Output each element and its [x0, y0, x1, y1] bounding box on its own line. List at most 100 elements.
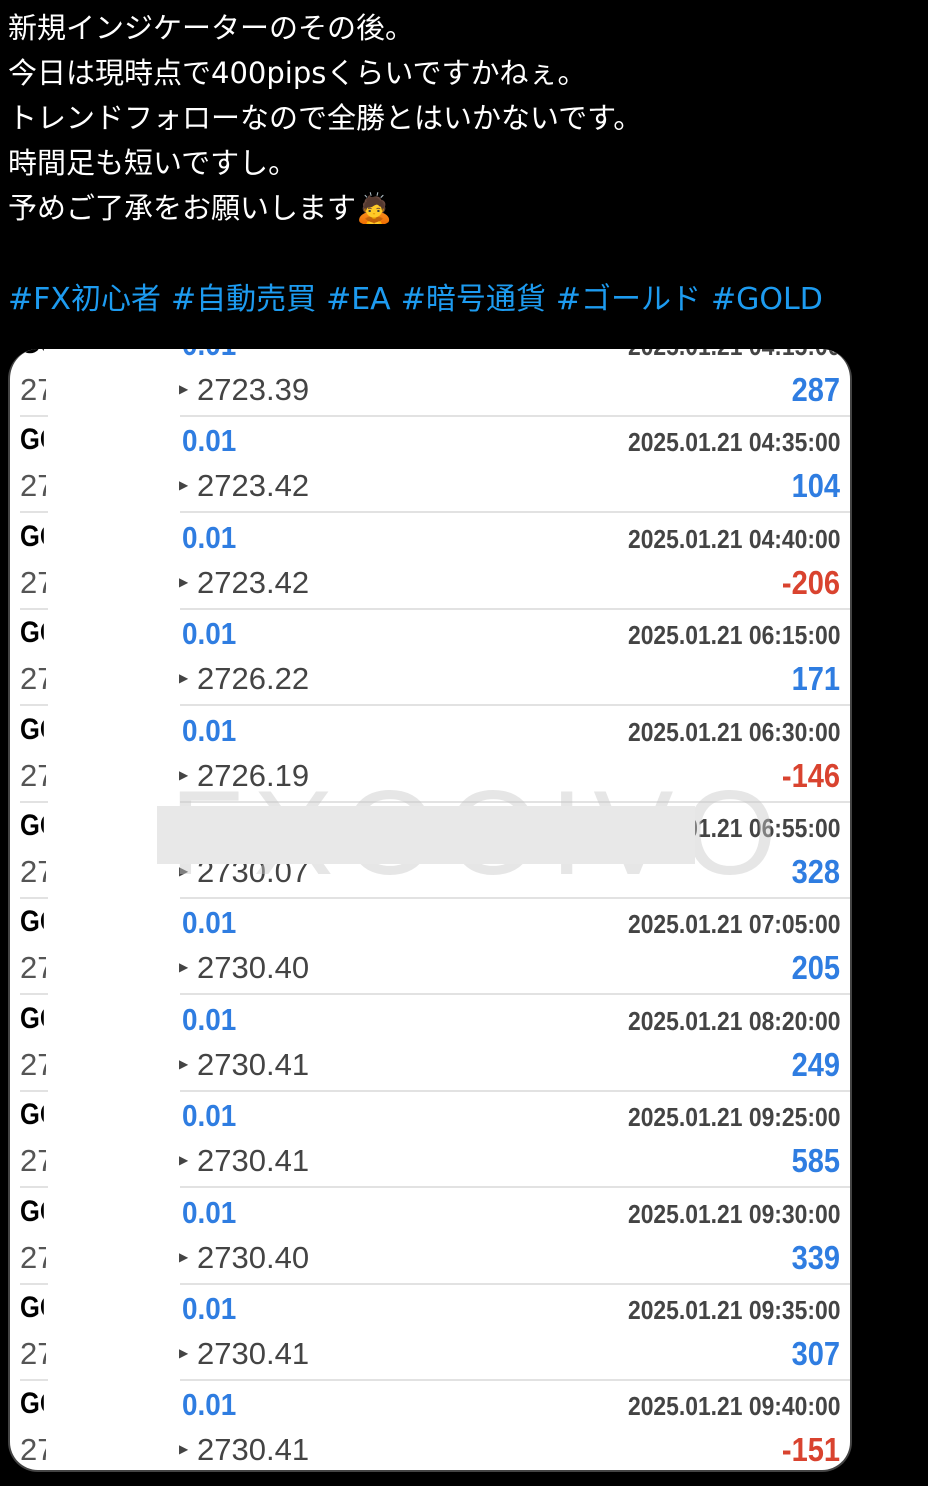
close-price: 2730.40 [197, 950, 310, 986]
trade-time: 2025.01.21 06:30:00 [627, 716, 840, 747]
trade-row[interactable]: GOLD 2723.42 0.01 ▶ 2723.42 2025.01.21 04:35:… [10, 417, 850, 514]
open-price-truncated: 2730.41 [20, 1336, 46, 1371]
symbol: GOLD [20, 905, 44, 939]
trade-time: 2025.01.21 09:35:00 [627, 1295, 840, 1325]
trade-time: 2025.01.21 04:35:00 [627, 427, 840, 458]
divider [20, 1186, 48, 1189]
close-price: 2730.41 [197, 1046, 310, 1082]
trade-time: 2025.01.21 09:30:00 [627, 1198, 840, 1229]
close-price: 2723.42 [197, 564, 310, 600]
lot-size: 0.01 [182, 349, 236, 363]
trade-row[interactable]: GOLD 2726.22 0.01 ▶ 2726.22 2025.01.21 06:15:… [10, 610, 850, 707]
post-line: 予めご了承をお願いします🙇 [8, 191, 393, 225]
divider [20, 1282, 48, 1285]
close-price: 2730.41 [197, 1336, 310, 1371]
hashtag-link[interactable]: #自動売買 [170, 282, 317, 317]
profit: 104 [791, 467, 840, 505]
arrow-right-icon: ▶ [179, 671, 189, 686]
close-price: 2730.41 [197, 1432, 310, 1468]
close-price: 2723.42 [197, 468, 310, 504]
trade-row[interactable]: GOLD 2723.42 0.01 ▶ 2723.42 2025.01.21 04:40:… [10, 514, 850, 610]
lot-size: 0.01 [182, 1291, 237, 1326]
open-price-truncated: 2723.42 [20, 564, 46, 600]
trade-time: 2025.01.21 08:20:00 [627, 1005, 840, 1036]
profit: -206 [781, 563, 840, 601]
divider [20, 415, 48, 417]
lot-size: 0.01 [182, 519, 237, 555]
trade-row[interactable]: GOLD 2723.39 0.01 ▶ 2723.39 2025.01.21 04:15:… [10, 349, 850, 417]
lot-size: 0.01 [182, 1387, 237, 1423]
trade-row[interactable]: GOLD 2730.41 0.01 ▶ 2730.41 2025.01.21 09:40:… [10, 1381, 850, 1470]
trade-row[interactable]: GOLD 2730.41 0.01 ▶ 2730.41 2025.01.21 08:20:… [10, 996, 850, 1092]
trade-time: 2025.01.21 06:15:00 [627, 620, 840, 651]
close-price: 2730.40 [197, 1239, 310, 1275]
arrow-right-icon: ▶ [179, 574, 189, 589]
open-price-truncated: 2730.41 [20, 1432, 46, 1468]
divider [180, 1186, 850, 1189]
open-price-truncated: 2730.07 [20, 854, 46, 889]
close-price: 2726.22 [197, 661, 310, 697]
symbol: GOLD [20, 1194, 44, 1228]
trade-time: 2025.01.21 07:05:00 [627, 909, 840, 940]
profit: 287 [791, 371, 840, 408]
divider [180, 704, 850, 707]
lot-size: 0.01 [182, 1194, 237, 1230]
symbol: GOLD [20, 809, 44, 842]
hashtag-link[interactable]: #暗号通貨 [400, 282, 546, 317]
divider [180, 511, 850, 514]
arrow-right-icon: ▶ [179, 1056, 189, 1071]
profit: 307 [791, 1335, 840, 1372]
profit: -146 [781, 756, 840, 794]
trade-time: 2025.01.21 04:15:00 [628, 349, 840, 362]
post-line: 時間足も短いですし。 [8, 146, 298, 180]
arrow-right-icon: ▶ [179, 382, 189, 396]
hashtag-link[interactable]: #ゴールド [555, 282, 701, 317]
divider [20, 704, 48, 707]
divider [20, 993, 48, 996]
lot-size: 0.01 [182, 1098, 237, 1134]
symbol: GOLD [20, 712, 44, 746]
symbol: GOLD [20, 1098, 44, 1132]
open-price-truncated: 2726.19 [20, 757, 46, 793]
divider [180, 1089, 850, 1092]
trade-row[interactable]: GOLD 2726.19 0.01 ▶ 2726.19 2025.01.21 06:30:… [10, 707, 850, 803]
trade-row[interactable]: GOLD 2730.41 0.01 ▶ 2730.41 2025.01.21 09:25:… [10, 1092, 850, 1189]
trade-time: 2025.01.21 09:40:00 [627, 1391, 840, 1422]
open-price-truncated: 2730.40 [20, 950, 46, 986]
close-price: 2726.19 [197, 757, 310, 793]
lot-size: 0.01 [182, 1001, 237, 1037]
divider [180, 800, 850, 803]
lot-size: 0.01 [182, 423, 237, 459]
hashtag-link[interactable]: #EA [326, 282, 391, 317]
trade-time: 2025.01.21 09:25:00 [627, 1102, 840, 1133]
open-price-truncated: 2730.41 [20, 1143, 46, 1179]
profit: 171 [791, 660, 840, 698]
symbol: GOLD [20, 349, 44, 361]
post-line: 今日は現時点で400pipsくらいですかねぇ。 [8, 56, 587, 90]
trade-row[interactable]: GOLD 2730.40 0.01 ▶ 2730.40 2025.01.21 07:05:… [10, 899, 850, 996]
lot-size: 0.01 [182, 905, 237, 941]
profit: 339 [791, 1238, 840, 1276]
trade-row[interactable]: GOLD 2730.41 0.01 ▶ 2730.41 2025.01.21 09:35:… [10, 1285, 850, 1381]
divider [20, 1379, 48, 1381]
hashtag-link[interactable]: #FX初心者 [8, 282, 161, 317]
divider [180, 897, 850, 899]
profit: 205 [791, 949, 840, 987]
trade-history-screenshot: GOLD 2723.39 0.01 ▶ 2723.39 2025.01.21 04:15:… [8, 349, 852, 1472]
close-price: 2723.39 [197, 372, 310, 407]
symbol: GOLD [20, 1387, 44, 1421]
post-line: トレンドフォローなので全勝とはいかないです。 [8, 101, 643, 135]
profit: 249 [791, 1045, 840, 1083]
divider [20, 800, 48, 803]
divider [180, 1282, 850, 1285]
redaction-box [157, 806, 695, 864]
open-price-truncated: 2726.22 [20, 661, 46, 697]
trade-row[interactable]: GOLD 2730.40 0.01 ▶ 2730.40 2025.01.21 09:30:… [10, 1189, 850, 1285]
arrow-right-icon: ▶ [179, 767, 189, 782]
symbol: GOLD [20, 1291, 44, 1324]
divider [20, 1089, 48, 1092]
open-price-truncated: 2730.40 [20, 1239, 46, 1275]
divider [20, 511, 48, 514]
hashtag-link[interactable]: #GOLD [711, 282, 823, 317]
trade-time: 2025.01.21 04:40:00 [627, 523, 840, 554]
